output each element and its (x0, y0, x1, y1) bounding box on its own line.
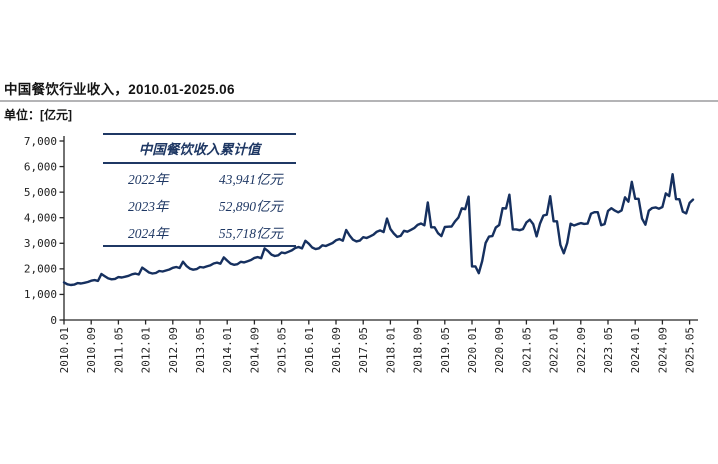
x-tick-label: 2019.05 (439, 327, 452, 373)
x-tick-label: 2022.09 (575, 327, 588, 373)
year-cell: 2024年 (128, 225, 169, 241)
x-tick-label: 2024.01 (629, 327, 642, 373)
summary-table-body: 2022年 43,941亿元 2023年 52,890亿元 2024年 55,718亿元 (103, 164, 296, 245)
x-tick-label: 2010.09 (85, 327, 98, 373)
x-tick-label: 2014.09 (248, 327, 261, 373)
summary-table: 中国餐饮收入累计值 2022年 43,941亿元 2023年 52,890亿元 2024… (103, 133, 296, 247)
summary-table-header: 中国餐饮收入累计值 (103, 135, 296, 164)
y-tick-label: 4,000 (24, 212, 57, 225)
x-tick-label: 2015.05 (276, 327, 289, 373)
table-row: 2022年 43,941亿元 (103, 164, 296, 191)
x-tick-label: 2025.05 (684, 327, 697, 373)
y-tick-label: 7,000 (24, 135, 57, 148)
value-cell: 55,718亿元 (218, 225, 283, 241)
x-tick-label: 2012.09 (167, 327, 180, 373)
x-tick-label: 2010.01 (58, 327, 71, 373)
x-tick-label: 2011.05 (112, 327, 125, 373)
value-cell: 52,890亿元 (218, 198, 283, 214)
x-tick-label: 2020.01 (466, 327, 479, 373)
x-tick-label: 2017.05 (357, 327, 370, 373)
x-tick-label: 2012.01 (140, 327, 153, 373)
x-tick-label: 2024.09 (656, 327, 669, 373)
x-tick-label: 2013.05 (194, 327, 207, 373)
y-tick-label: 6,000 (24, 160, 57, 173)
y-tick-label: 2,000 (24, 263, 57, 276)
y-tick-label: 3,000 (24, 237, 57, 250)
x-tick-label: 2016.01 (303, 327, 316, 373)
x-tick-label: 2014.01 (221, 327, 234, 373)
x-tick-label: 2023.05 (602, 327, 615, 373)
title-divider (0, 100, 718, 102)
x-tick-label: 2021.05 (520, 327, 533, 373)
year-cell: 2022年 (128, 171, 169, 187)
y-tick-label: 5,000 (24, 186, 57, 199)
table-row: 2023年 52,890亿元 (103, 191, 296, 218)
y-tick-label: 1,000 (24, 288, 57, 301)
x-tick-label: 2018.09 (412, 327, 425, 373)
table-row: 2024年 55,718亿元 (103, 218, 296, 245)
value-cell: 43,941亿元 (218, 171, 283, 187)
unit-label: 单位：[亿元] (4, 108, 72, 122)
y-tick-label: 0 (50, 314, 57, 327)
x-tick-label: 2022.01 (548, 327, 561, 373)
page-title: 中国餐饮行业收入，2010.01-2025.06 (4, 82, 235, 97)
x-tick-label: 2016.09 (330, 327, 343, 373)
year-cell: 2023年 (128, 198, 169, 214)
revenue-line (62, 172, 695, 287)
x-tick-label: 2018.01 (384, 327, 397, 373)
x-tick-label: 2020.09 (493, 327, 506, 373)
